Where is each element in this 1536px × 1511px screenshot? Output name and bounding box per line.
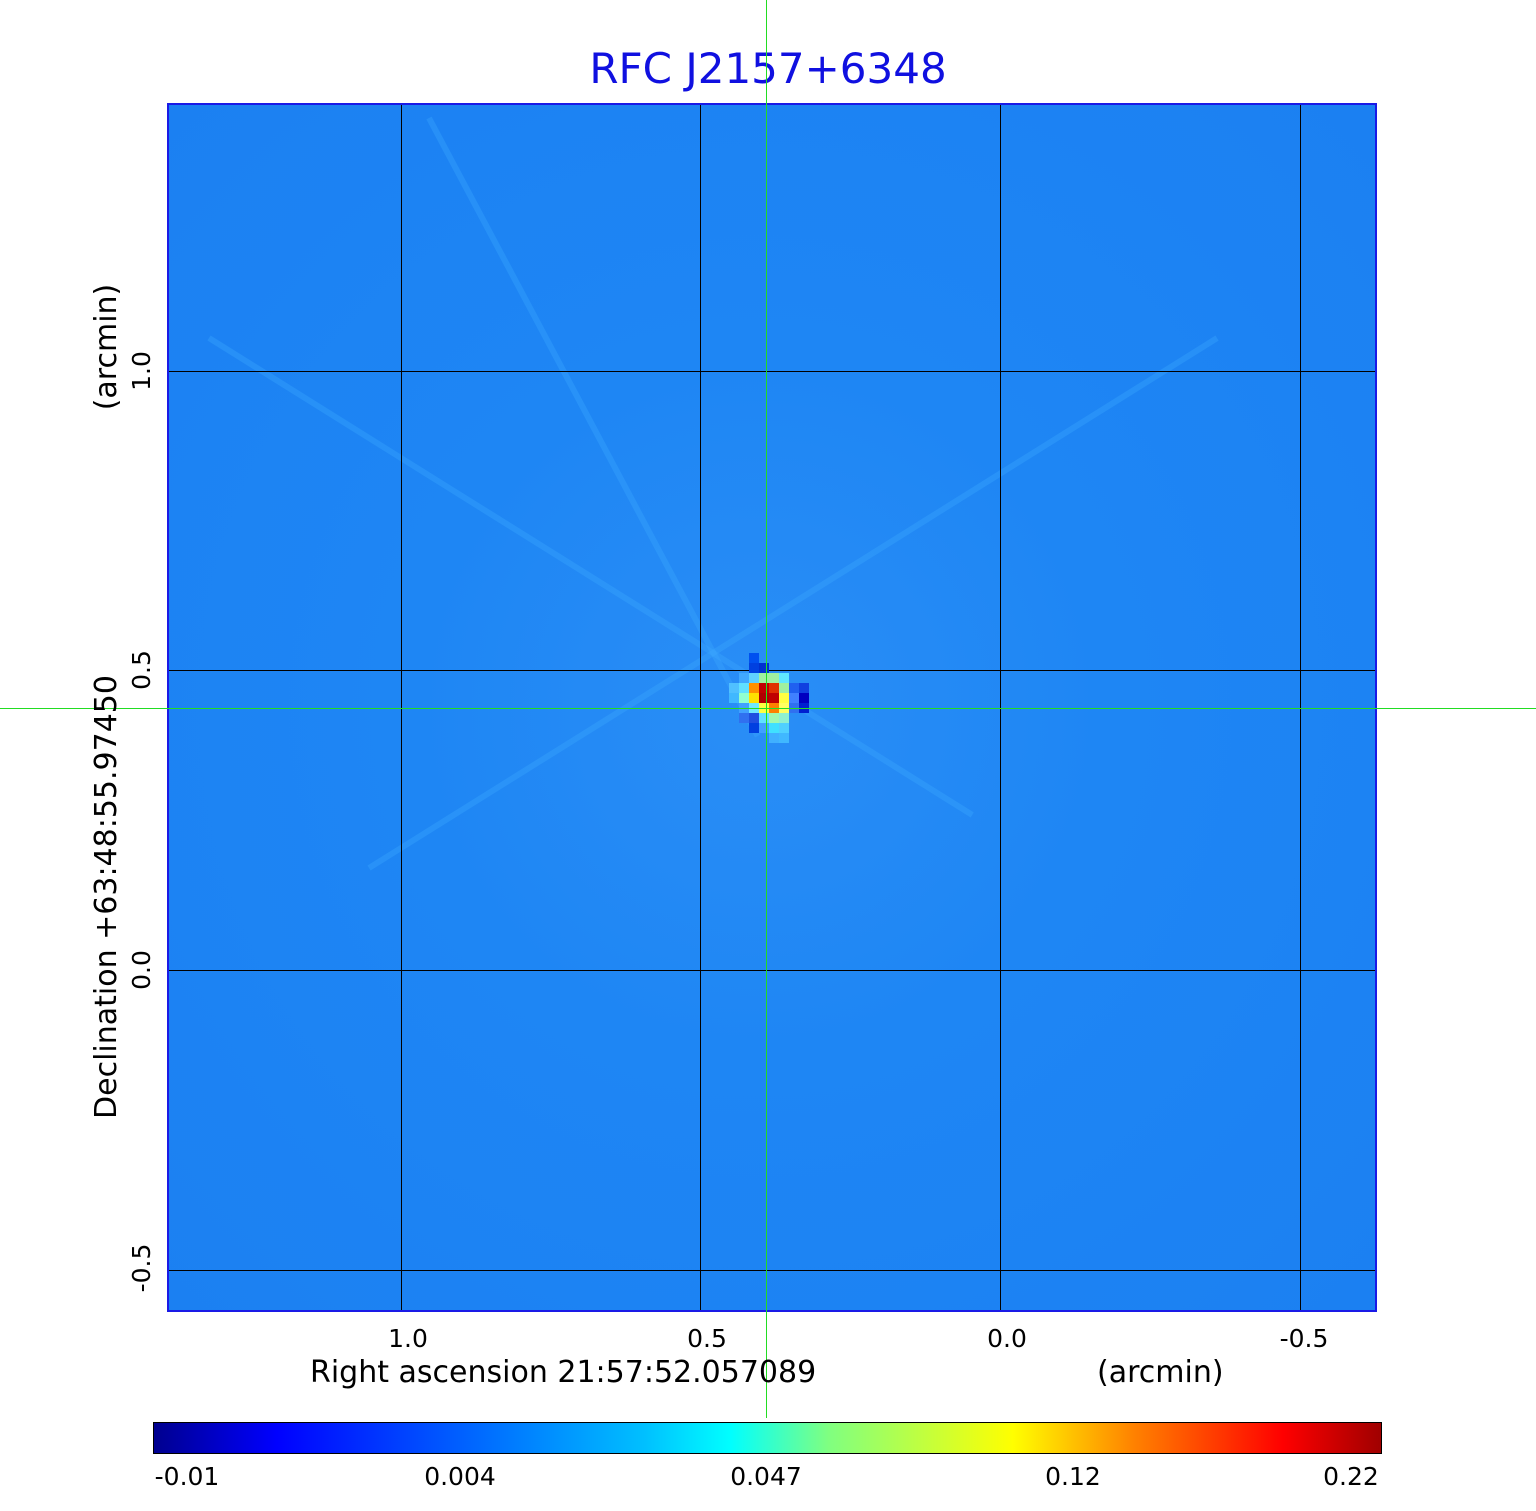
source-pixel <box>799 693 809 703</box>
colorbar-tick-label: -0.01 <box>154 1462 220 1491</box>
colorbar-tick-label: 0.12 <box>1045 1462 1101 1491</box>
sidelobe-streak <box>207 335 974 818</box>
y-axis-label: Declination +63:48:55.97450 <box>89 675 124 1119</box>
source-pixel <box>779 693 789 703</box>
source-pixel <box>739 693 749 703</box>
sidelobe-streak <box>367 335 1219 871</box>
image-plot-area[interactable] <box>167 103 1377 1312</box>
source-pixel <box>769 673 779 683</box>
source-pixel <box>739 673 749 683</box>
source-pixel <box>759 723 769 733</box>
y-tick-label: 1.0 <box>127 351 156 391</box>
source-pixel <box>779 673 789 683</box>
source-pixel <box>769 723 779 733</box>
source-pixel <box>769 713 779 723</box>
x-axis-unit: (arcmin) <box>1097 1355 1224 1390</box>
source-pixel <box>749 673 759 683</box>
source-pixel <box>739 683 749 693</box>
source-pixel <box>759 683 769 693</box>
source-pixel <box>779 713 789 723</box>
source-pixel <box>749 653 759 663</box>
grid-line-y <box>169 1270 1375 1271</box>
crosshair-vertical <box>766 0 767 1418</box>
source-pixel <box>769 733 779 743</box>
source-pixel <box>789 693 799 703</box>
source-pixel <box>799 683 809 693</box>
source-pixel <box>749 693 759 703</box>
colorbar-tick-label: 0.047 <box>730 1462 802 1491</box>
y-tick-label: 0.5 <box>127 650 156 690</box>
source-pixel <box>779 733 789 743</box>
source-pixel <box>759 713 769 723</box>
source-pixel <box>749 663 759 673</box>
sidelobe-streak <box>426 116 761 738</box>
y-axis-unit: (arcmin) <box>89 283 124 411</box>
source-pixel <box>749 723 759 733</box>
x-tick-label: -0.5 <box>1279 1324 1329 1353</box>
grid-line-y <box>169 670 1375 671</box>
plot-title: RFC J2157+6348 <box>589 44 947 93</box>
x-tick-label: 1.0 <box>388 1324 428 1353</box>
source-pixel <box>759 663 769 673</box>
source-pixel <box>789 683 799 693</box>
y-tick-label: -0.5 <box>127 1243 156 1293</box>
x-tick-label: 0.0 <box>987 1324 1027 1353</box>
grid-line-y <box>169 371 1375 372</box>
grid-line-x <box>700 105 701 1310</box>
source-pixel <box>729 693 739 703</box>
source-pixel <box>749 683 759 693</box>
grid-line-x <box>1300 105 1301 1310</box>
source-pixel <box>769 693 779 703</box>
crosshair-horizontal <box>0 708 1536 709</box>
x-axis-label: Right ascension 21:57:52.057089 <box>310 1355 817 1390</box>
source-pixel <box>729 683 739 693</box>
colorbar <box>153 1422 1382 1454</box>
source-pixel <box>779 723 789 733</box>
colorbar-tick-label: 0.22 <box>1323 1462 1379 1491</box>
grid-line-x <box>401 105 402 1310</box>
source-pixel <box>779 683 789 693</box>
source-pixel <box>759 693 769 703</box>
colorbar-tick-label: 0.004 <box>424 1462 496 1491</box>
source-pixel <box>759 673 769 683</box>
source-pixel <box>749 713 759 723</box>
grid-line-y <box>169 970 1375 971</box>
x-tick-label: 0.5 <box>687 1324 727 1353</box>
y-tick-label: 0.0 <box>127 950 156 990</box>
source-pixel <box>739 713 749 723</box>
grid-line-x <box>1000 105 1001 1310</box>
source-pixel <box>769 683 779 693</box>
